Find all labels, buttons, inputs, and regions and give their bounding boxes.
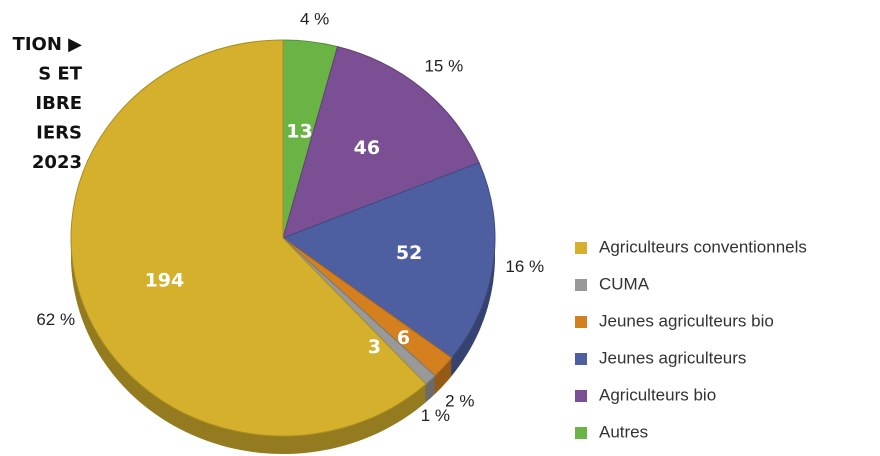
percent-label: 62 % [36, 310, 75, 329]
legend-label: CUMA [599, 274, 650, 293]
value-label: 46 [354, 137, 380, 159]
legend-swatch [575, 427, 587, 439]
percent-label: 16 % [505, 257, 544, 276]
percent-label: 1 % [421, 406, 450, 425]
legend-swatch [575, 279, 587, 291]
legend-label: Agriculteurs conventionnels [599, 237, 807, 256]
legend-label: Jeunes agriculteurs [599, 348, 746, 367]
legend-swatch [575, 316, 587, 328]
value-label: 3 [368, 336, 381, 358]
legend-label: Autres [599, 422, 648, 441]
percent-label: 4 % [300, 10, 329, 29]
title-line: 2023 [32, 152, 82, 173]
title-line: TION ▶ [13, 34, 83, 55]
percent-label: 15 % [424, 56, 463, 75]
legend-swatch [575, 242, 587, 254]
title-line: IBRE [35, 93, 82, 114]
value-label: 13 [286, 121, 312, 143]
legend-label: Agriculteurs bio [599, 385, 716, 404]
legend-swatch [575, 390, 587, 402]
legend-swatch [575, 353, 587, 365]
slice [281, 162, 496, 359]
value-label: 6 [397, 327, 410, 349]
title-line: S ET [38, 64, 83, 85]
percent-label: 2 % [445, 392, 474, 411]
title-line: IERS [36, 123, 82, 144]
slice [282, 46, 480, 239]
value-label: 194 [145, 269, 185, 291]
slice [70, 39, 427, 437]
legend-label: Jeunes agriculteurs bio [599, 311, 774, 330]
value-label: 52 [396, 242, 422, 264]
